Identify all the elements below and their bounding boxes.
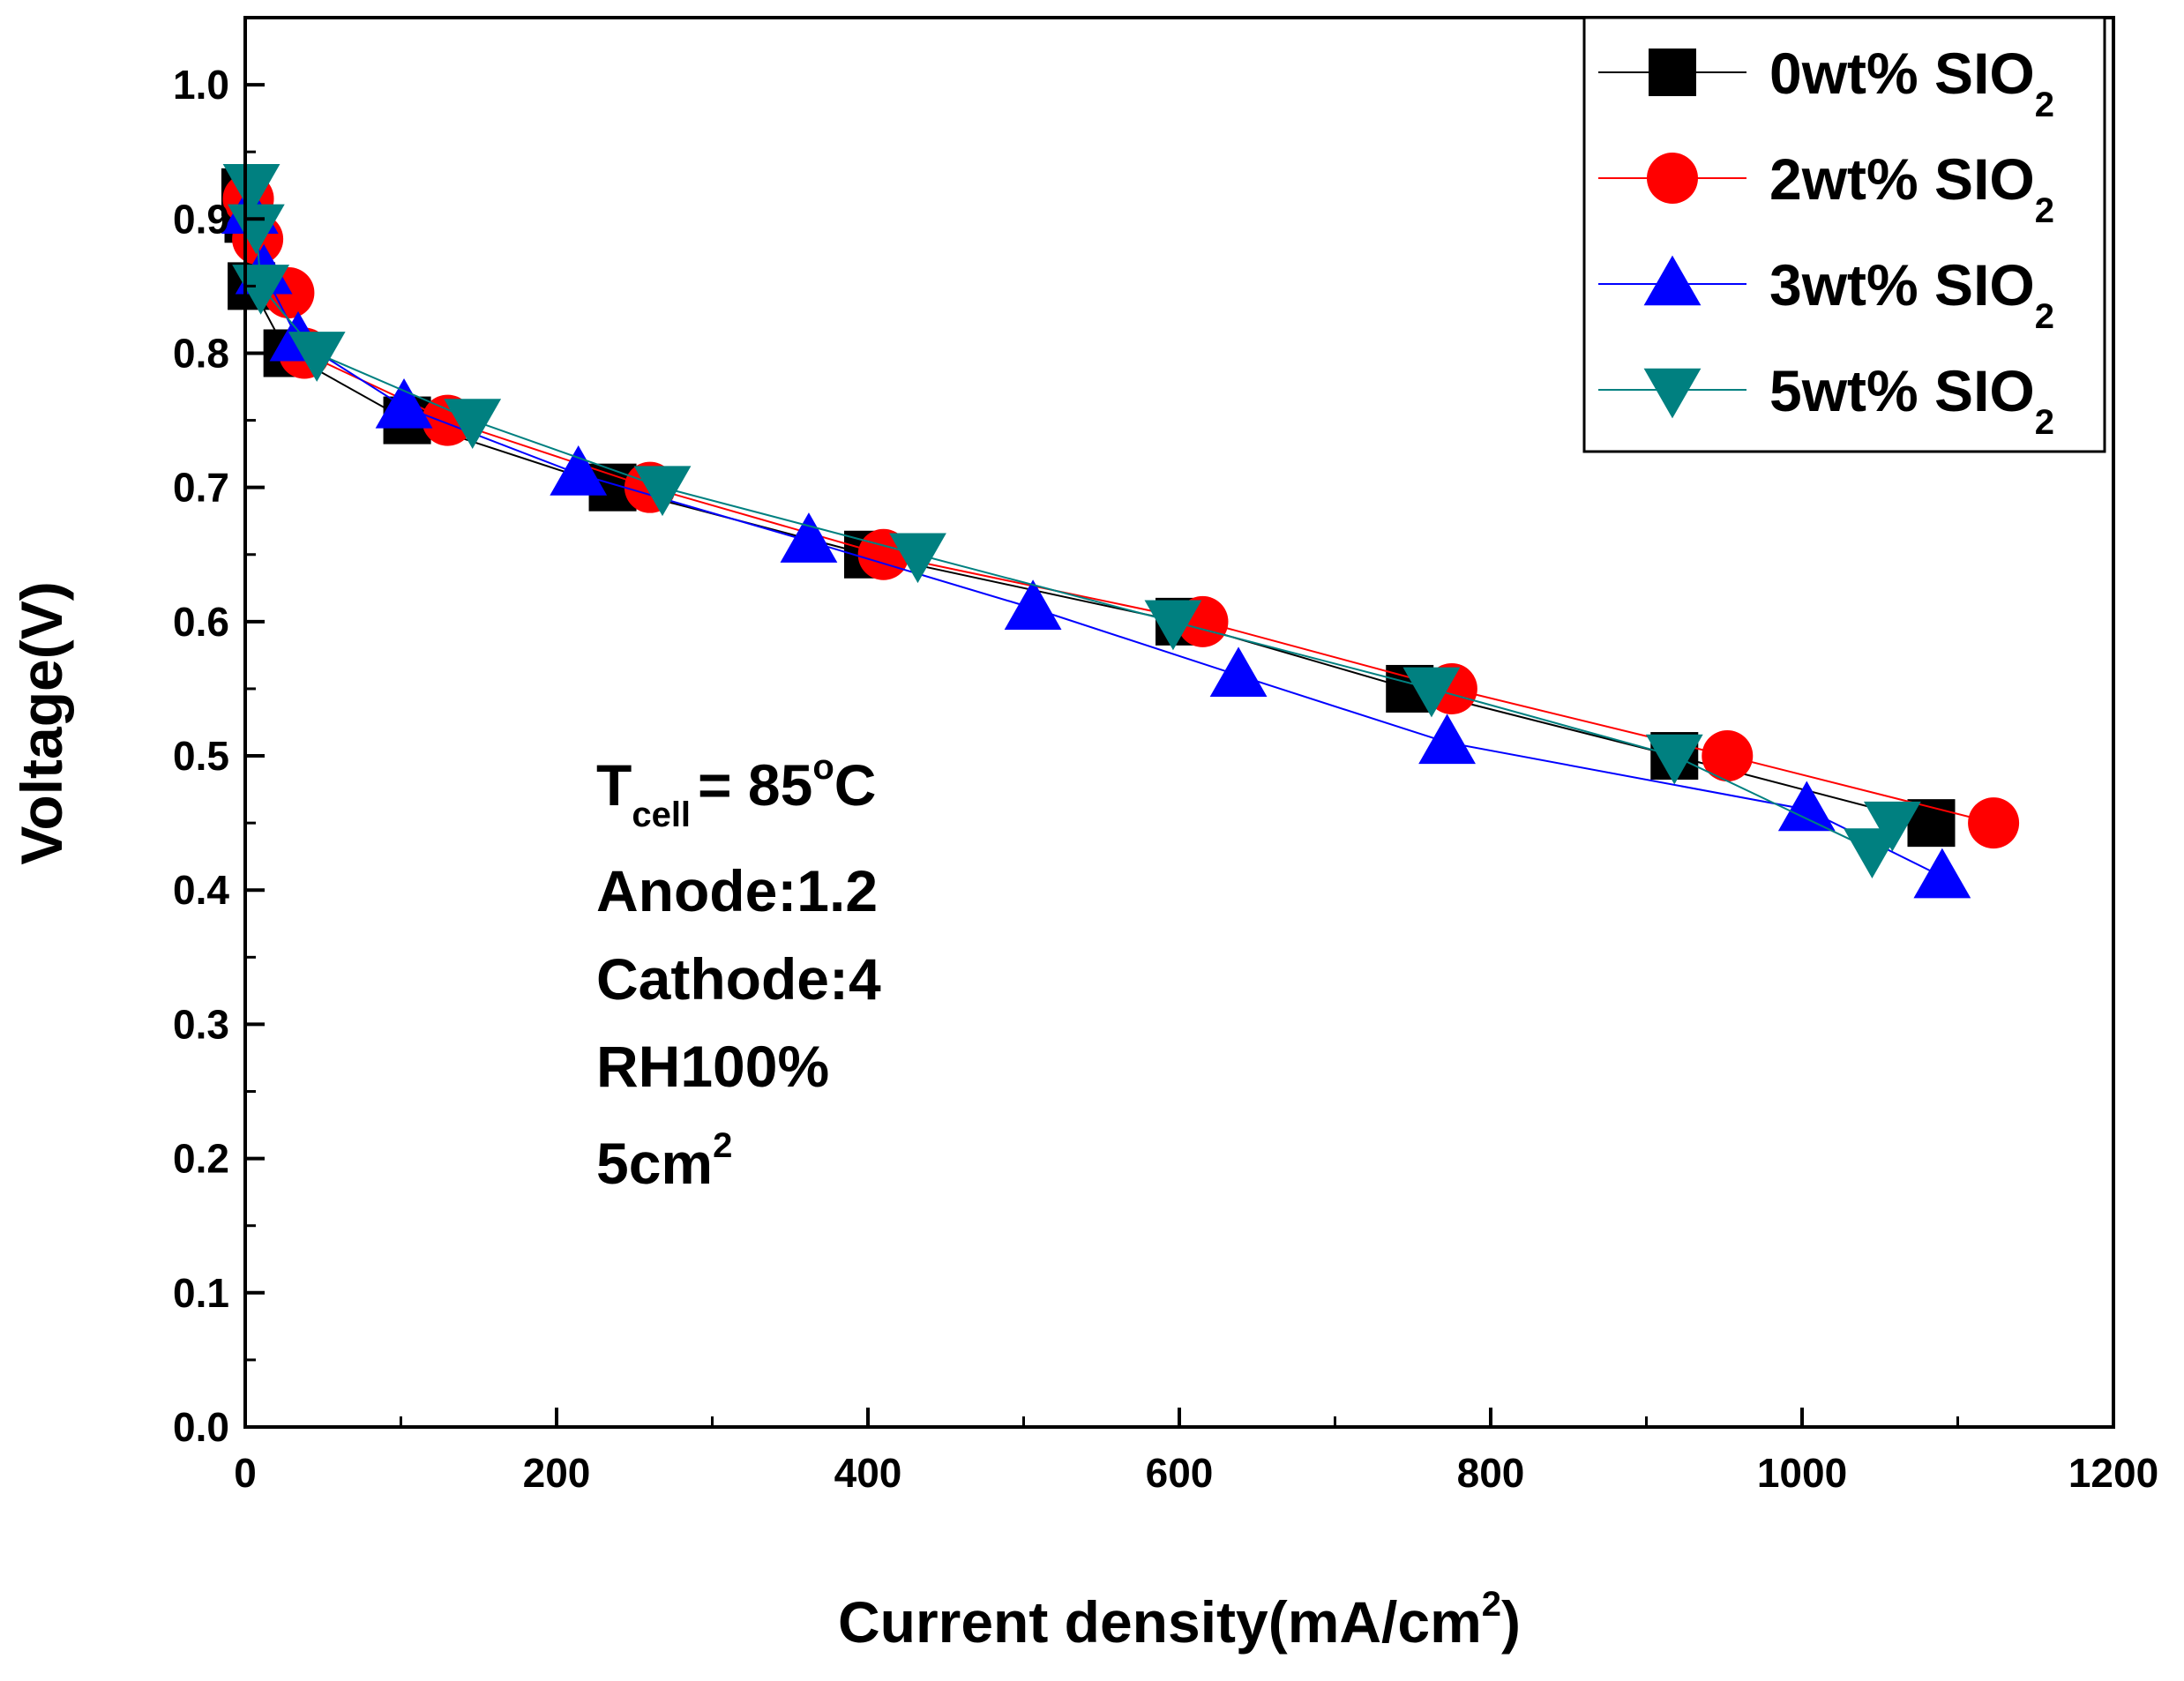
legend-marker: [1647, 153, 1698, 204]
legend-entry: 5wt% SIO2: [1598, 358, 2054, 442]
annotation-cathode: Cathode:4: [596, 946, 881, 1012]
legend: 0wt% SIO2 2wt% SIO2 3wt% SIO2 5wt% SIO2: [1582, 16, 2106, 453]
data-point: [633, 466, 692, 517]
data-point: [1645, 734, 1703, 785]
data-point: [444, 399, 502, 449]
y-tick-label: 0.0: [173, 1404, 229, 1450]
x-tick-label: 1200: [2068, 1450, 2158, 1496]
data-point: [1863, 801, 1921, 852]
x-tick-label: 800: [1457, 1450, 1525, 1496]
y-tick-label: 1.0: [173, 62, 229, 108]
data-point: [1402, 667, 1461, 718]
data-point: [288, 332, 346, 382]
legend-label: 3wt% SIO2: [1769, 252, 2054, 336]
legend-label: 5wt% SIO2: [1769, 358, 2054, 442]
data-point: [1144, 600, 1202, 651]
legend-entry: 0wt% SIO2: [1598, 41, 2054, 124]
x-axis-title: Current density(mA/cm2): [838, 1585, 1521, 1655]
legend-marker: [1643, 255, 1702, 306]
data-point: [1418, 713, 1476, 765]
data-point: [375, 377, 433, 429]
y-tick-label: 0.9: [173, 196, 229, 242]
data-point: [227, 204, 285, 255]
legend-label: 0wt% SIO2: [1769, 41, 2054, 124]
y-tick-label: 0.7: [173, 465, 229, 511]
data-point: [222, 163, 280, 214]
annotation-area: 5cm2: [596, 1126, 732, 1196]
data-point: [550, 445, 608, 496]
data-point: [1209, 646, 1268, 698]
y-tick-label: 0.5: [173, 733, 229, 779]
data-point: [889, 533, 946, 584]
legend-entries: 0wt% SIO2 2wt% SIO2 3wt% SIO2 5wt% SIO2: [1598, 41, 2054, 442]
y-tick-label: 0.2: [173, 1136, 229, 1182]
y-axis-title: Voltage(V): [9, 581, 74, 864]
y-tick-label: 0.4: [173, 867, 229, 913]
x-tick-label: 1000: [1757, 1450, 1847, 1496]
x-tick-label: 400: [834, 1450, 902, 1496]
legend-marker: [1643, 368, 1702, 419]
annotation-anode: Anode:1.2: [596, 858, 878, 923]
axis-ticks: [243, 83, 2115, 1429]
legend-entry: 2wt% SIO2: [1598, 146, 2054, 230]
data-point: [1004, 579, 1062, 630]
annotation-block: Tcell = 85oC Anode:1.2 Cathode:4 RH100% 5…: [596, 748, 881, 1196]
series-3: [222, 163, 1921, 878]
legend-label: 2wt% SIO2: [1769, 146, 2054, 230]
annotation-temperature: Tcell = 85oC: [596, 748, 876, 834]
annotation-rh: RH100%: [596, 1034, 829, 1099]
data-point: [780, 512, 838, 563]
y-tick-label: 0.3: [173, 1001, 229, 1047]
data-point: [1702, 730, 1754, 782]
legend-marker: [1649, 49, 1696, 96]
x-tick-label: 0: [234, 1450, 257, 1496]
data-point: [1913, 848, 1971, 899]
x-tick-label: 600: [1146, 1450, 1214, 1496]
y-tick-label: 0.1: [173, 1270, 229, 1316]
x-tick-label: 200: [523, 1450, 591, 1496]
data-point: [1777, 781, 1836, 832]
data-point: [1968, 797, 2020, 849]
y-tick-label: 0.8: [173, 330, 229, 376]
y-tick-label: 0.6: [173, 599, 229, 645]
axis-tick-labels: 0 200 400 600 800 1000 1200 0.0 0.1 0.2 0.3 0.4 0.5 0…: [173, 62, 2158, 1496]
legend-entry: 3wt% SIO2: [1598, 252, 2054, 336]
